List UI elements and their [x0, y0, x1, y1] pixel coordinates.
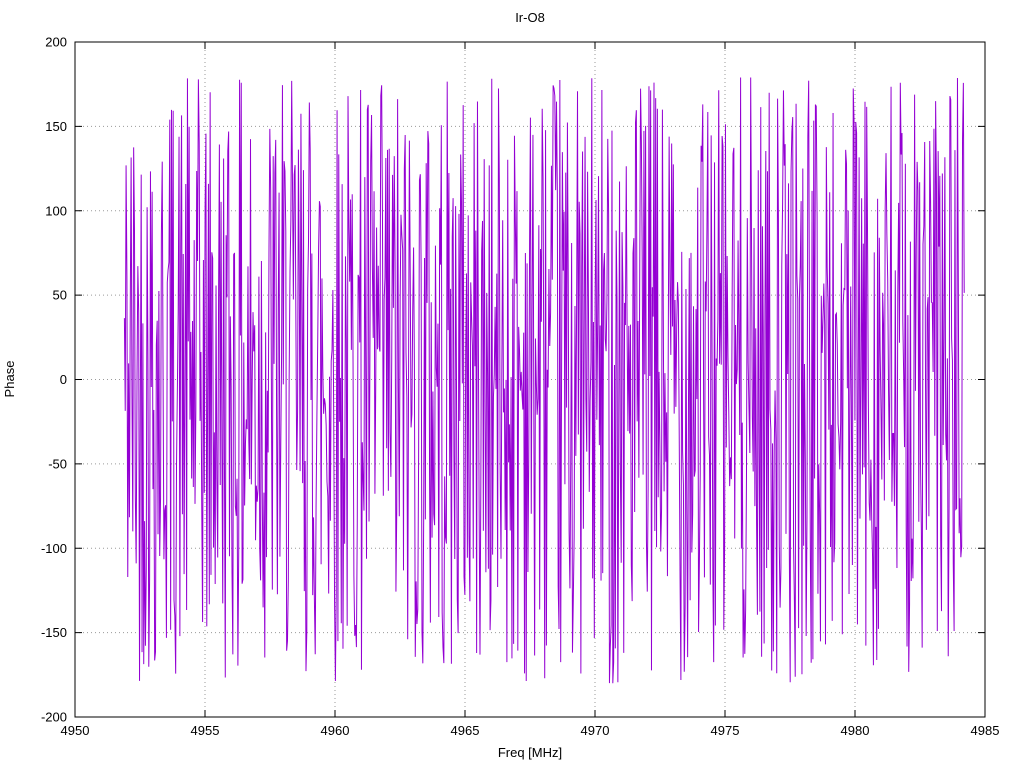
tick-label-layer: 4950 4955 4960 4965 4970 4975 4980 4985 -200 -150…	[41, 35, 999, 739]
y-tick-label: -200	[41, 710, 67, 725]
x-tick-label: 4955	[191, 723, 220, 738]
chart-title: Ir-O8	[515, 10, 545, 25]
x-axis-label: Freq [MHz]	[498, 745, 562, 760]
x-tick-label: 4980	[841, 723, 870, 738]
series-layer	[123, 77, 965, 684]
y-tick-label: 200	[45, 35, 67, 50]
plot-border	[74, 41, 986, 718]
x-tick-label: 4975	[711, 723, 740, 738]
x-tick-label: 4985	[971, 723, 1000, 738]
y-tick-label: 150	[45, 119, 67, 134]
x-tick-label: 4970	[581, 723, 610, 738]
y-tick-label: 100	[45, 203, 67, 218]
x-tick-label: 4950	[61, 723, 90, 738]
series-line	[123, 77, 965, 684]
x-tick-label: 4965	[451, 723, 480, 738]
y-tick-label: 0	[60, 372, 67, 387]
y-tick-label: -150	[41, 625, 67, 640]
y-tick-label: -100	[41, 541, 67, 556]
y-tick-label: -50	[48, 456, 67, 471]
x-tick-label: 4960	[321, 723, 350, 738]
y-axis-label: Phase	[2, 361, 17, 398]
y-tick-label: 50	[53, 288, 67, 303]
